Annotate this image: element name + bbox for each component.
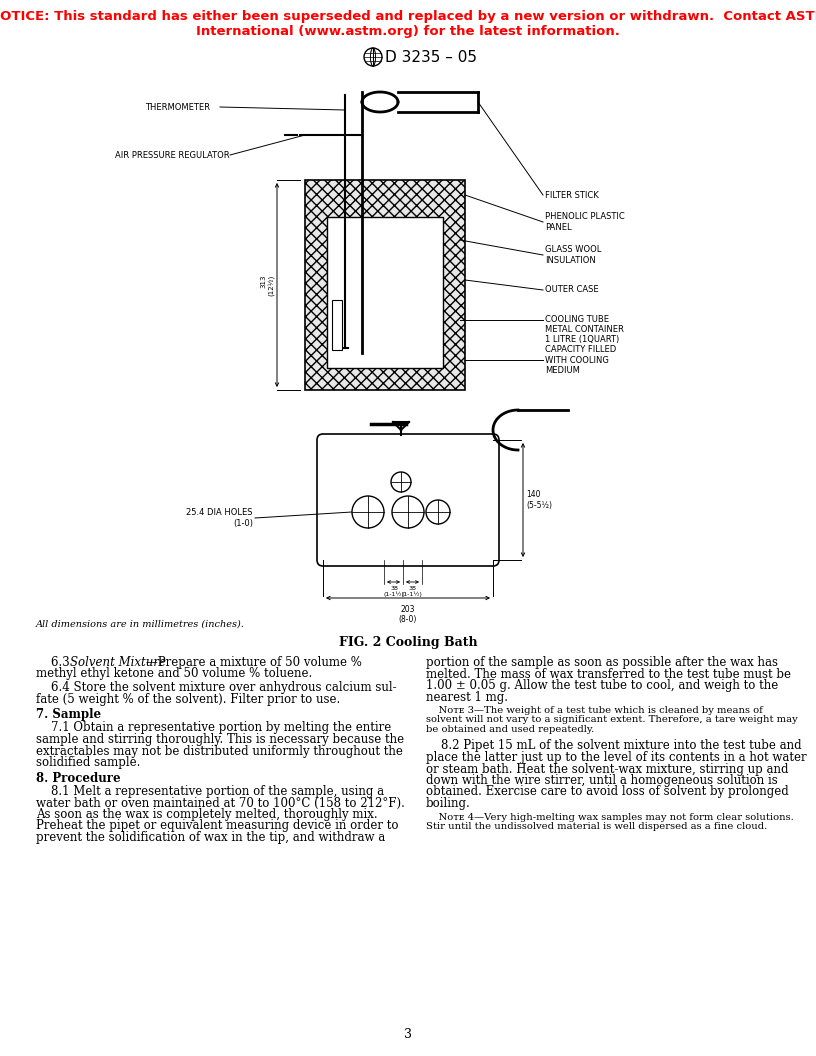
Text: 140
(5-5½): 140 (5-5½): [526, 490, 552, 510]
Text: All dimensions are in millimetres (inches).: All dimensions are in millimetres (inche…: [36, 620, 245, 629]
Text: methyl ethyl ketone and 50 volume % toluene.: methyl ethyl ketone and 50 volume % tolu…: [36, 667, 313, 680]
Text: solidified sample.: solidified sample.: [36, 756, 140, 769]
Text: FILTER STICK: FILTER STICK: [545, 190, 599, 200]
Text: place the latter just up to the level of its contents in a hot water: place the latter just up to the level of…: [426, 751, 807, 763]
Circle shape: [426, 499, 450, 524]
Text: solvent will not vary to a significant extent. Therefore, a tare weight may: solvent will not vary to a significant e…: [426, 716, 798, 724]
Text: sample and stirring thoroughly. This is necessary because the: sample and stirring thoroughly. This is …: [36, 733, 404, 746]
Text: Nᴏᴛᴇ 4—Very high-melting wax samples may not form clear solutions.: Nᴏᴛᴇ 4—Very high-melting wax samples may…: [426, 812, 794, 822]
Text: 8. Procedure: 8. Procedure: [36, 772, 121, 785]
Text: FIG. 2 Cooling Bath: FIG. 2 Cooling Bath: [339, 636, 477, 649]
Text: fate (5 weight % of the solvent). Filter prior to use.: fate (5 weight % of the solvent). Filter…: [36, 693, 340, 705]
Text: 8.1 Melt a representative portion of the sample, using a: 8.1 Melt a representative portion of the…: [36, 785, 384, 798]
Text: prevent the solidification of wax in the tip, and withdraw a: prevent the solidification of wax in the…: [36, 831, 385, 844]
Bar: [305, 180, 465, 390]
Text: 25.4 DIA HOLES
(1-0): 25.4 DIA HOLES (1-0): [187, 508, 253, 528]
Text: International (www.astm.org) for the latest information.: International (www.astm.org) for the lat…: [196, 25, 620, 38]
Text: portion of the sample as soon as possible after the wax has: portion of the sample as soon as possibl…: [426, 656, 778, 670]
Text: As soon as the wax is completely melted, thoroughly mix.: As soon as the wax is completely melted,…: [36, 808, 378, 821]
Text: GLASS WOOL
INSULATION: GLASS WOOL INSULATION: [545, 245, 601, 265]
Text: nearest 1 mg.: nearest 1 mg.: [426, 691, 508, 703]
Circle shape: [392, 496, 424, 528]
Bar: [332, 300, 342, 350]
Text: 38
(1-1½): 38 (1-1½): [384, 586, 405, 598]
Text: be obtained and used repeatedly.: be obtained and used repeatedly.: [426, 725, 594, 734]
Text: water bath or oven maintained at 70 to 100°C (158 to 212°F).: water bath or oven maintained at 70 to 1…: [36, 796, 405, 810]
Text: extractables may not be distributed uniformly throughout the: extractables may not be distributed unif…: [36, 744, 403, 757]
Circle shape: [391, 472, 411, 492]
Text: Preheat the pipet or equivalent measuring device in order to: Preheat the pipet or equivalent measurin…: [36, 819, 398, 832]
Circle shape: [352, 496, 384, 528]
Text: obtained. Exercise care to avoid loss of solvent by prolonged: obtained. Exercise care to avoid loss of…: [426, 786, 789, 798]
Text: 313
(12½): 313 (12½): [260, 275, 274, 296]
Text: NOTICE: This standard has either been superseded and replaced by a new version o: NOTICE: This standard has either been su…: [0, 10, 816, 23]
Text: boiling.: boiling.: [426, 797, 471, 810]
Text: 1.00 ± 0.05 g. Allow the test tube to cool, and weigh to the: 1.00 ± 0.05 g. Allow the test tube to co…: [426, 679, 778, 692]
Text: 38
(1-1½): 38 (1-1½): [401, 586, 423, 598]
Text: THERMOMETER: THERMOMETER: [145, 102, 210, 112]
Text: Solvent Mixture: Solvent Mixture: [70, 656, 166, 670]
Text: Stir until the undissolved material is well dispersed as a fine cloud.: Stir until the undissolved material is w…: [426, 822, 767, 831]
Text: or steam bath. Heat the solvent-wax mixture, stirring up and: or steam bath. Heat the solvent-wax mixt…: [426, 762, 788, 775]
Text: down with the wire stirrer, until a homogeneous solution is: down with the wire stirrer, until a homo…: [426, 774, 778, 787]
Text: Nᴏᴛᴇ 3—The weight of a test tube which is cleaned by means of: Nᴏᴛᴇ 3—The weight of a test tube which i…: [426, 706, 763, 715]
Text: OUTER CASE: OUTER CASE: [545, 285, 599, 295]
Text: —Prepare a mixture of 50 volume %: —Prepare a mixture of 50 volume %: [146, 656, 361, 670]
Text: 8.2 Pipet 15 mL of the solvent mixture into the test tube and: 8.2 Pipet 15 mL of the solvent mixture i…: [426, 739, 801, 753]
Text: D 3235 – 05: D 3235 – 05: [385, 50, 477, 64]
Text: 203
(8-0): 203 (8-0): [399, 605, 417, 624]
Bar: [327, 216, 443, 367]
Text: 7. Sample: 7. Sample: [36, 708, 101, 721]
Text: 3: 3: [404, 1029, 412, 1041]
Text: AIR PRESSURE REGULATOR: AIR PRESSURE REGULATOR: [115, 151, 229, 159]
Text: 7.1 Obtain a representative portion by melting the entire: 7.1 Obtain a representative portion by m…: [36, 721, 391, 735]
Text: 6.4 Store the solvent mixture over anhydrous calcium sul-: 6.4 Store the solvent mixture over anhyd…: [36, 681, 397, 694]
Text: METAL CONTAINER
1 LITRE (1QUART)
CAPACITY FILLED
WITH COOLING
MEDIUM: METAL CONTAINER 1 LITRE (1QUART) CAPACIT…: [545, 324, 624, 375]
Text: melted. The mass of wax transferred to the test tube must be: melted. The mass of wax transferred to t…: [426, 667, 791, 680]
Text: PHENOLIC PLASTIC
PANEL: PHENOLIC PLASTIC PANEL: [545, 212, 625, 231]
Text: COOLING TUBE: COOLING TUBE: [545, 316, 609, 324]
FancyBboxPatch shape: [317, 434, 499, 566]
Text: 6.3: 6.3: [36, 656, 73, 670]
